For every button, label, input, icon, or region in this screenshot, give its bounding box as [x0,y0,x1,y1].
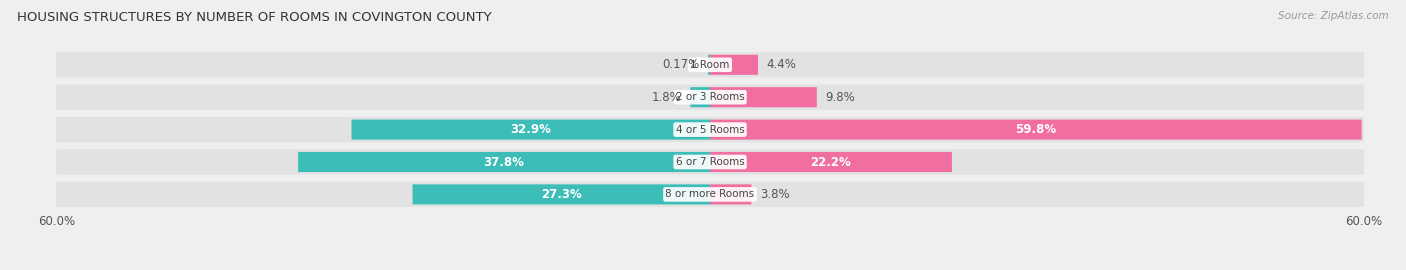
FancyBboxPatch shape [56,117,1364,142]
Text: 9.8%: 9.8% [825,91,855,104]
Text: 32.9%: 32.9% [510,123,551,136]
FancyBboxPatch shape [352,120,710,140]
FancyBboxPatch shape [56,85,1364,110]
FancyBboxPatch shape [710,120,1361,140]
Text: 4 or 5 Rooms: 4 or 5 Rooms [676,124,744,135]
FancyBboxPatch shape [709,55,710,75]
Text: 22.2%: 22.2% [811,156,852,168]
FancyBboxPatch shape [298,152,710,172]
Text: 1 Room: 1 Room [690,60,730,70]
FancyBboxPatch shape [56,149,1364,175]
Text: 6 or 7 Rooms: 6 or 7 Rooms [676,157,744,167]
FancyBboxPatch shape [56,182,1364,207]
FancyBboxPatch shape [412,184,710,204]
Text: Source: ZipAtlas.com: Source: ZipAtlas.com [1278,11,1389,21]
FancyBboxPatch shape [690,87,710,107]
Text: 27.3%: 27.3% [541,188,582,201]
Text: 3.8%: 3.8% [761,188,790,201]
Text: 4.4%: 4.4% [766,58,797,71]
Text: 1.8%: 1.8% [652,91,682,104]
FancyBboxPatch shape [710,184,751,204]
Text: 37.8%: 37.8% [484,156,524,168]
Text: 2 or 3 Rooms: 2 or 3 Rooms [676,92,744,102]
Text: HOUSING STRUCTURES BY NUMBER OF ROOMS IN COVINGTON COUNTY: HOUSING STRUCTURES BY NUMBER OF ROOMS IN… [17,11,492,24]
FancyBboxPatch shape [710,87,817,107]
Text: 0.17%: 0.17% [662,58,699,71]
Text: 59.8%: 59.8% [1015,123,1056,136]
FancyBboxPatch shape [710,152,952,172]
FancyBboxPatch shape [710,55,758,75]
Text: 8 or more Rooms: 8 or more Rooms [665,189,755,200]
FancyBboxPatch shape [56,52,1364,77]
